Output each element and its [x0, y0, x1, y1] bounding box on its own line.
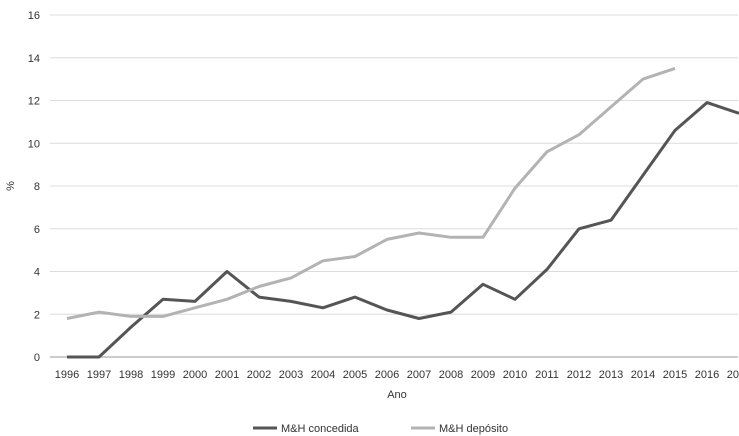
y-tick-label: 10	[28, 138, 40, 150]
x-tick-label: 1997	[87, 369, 111, 381]
x-tick-label: 2017	[727, 369, 739, 381]
y-tick-label: 0	[34, 352, 40, 364]
x-tick-label: 2013	[599, 369, 623, 381]
x-tick-label: 2014	[631, 369, 655, 381]
x-tick-label: 2005	[343, 369, 367, 381]
y-tick-label: 4	[34, 267, 40, 279]
y-axis: 0 2 4 6 8 10 12 14 16	[28, 10, 40, 364]
legend: M&H concedida M&H depósito	[253, 423, 508, 435]
x-tick-label: 2002	[247, 369, 271, 381]
legend-label: M&H depósito	[439, 423, 508, 435]
y-axis-label: %	[5, 181, 17, 191]
x-tick-label: 2003	[279, 369, 303, 381]
x-tick-label: 1999	[151, 369, 175, 381]
series-line-1	[66, 66, 676, 320]
x-tick-label: 2015	[663, 369, 687, 381]
x-tick-label: 2010	[503, 369, 527, 381]
x-tick-label: 2006	[375, 369, 399, 381]
y-tick-label: 2	[34, 309, 40, 321]
x-tick-label: 2016	[695, 369, 719, 381]
gridlines	[50, 14, 738, 358]
x-tick-label: 2009	[471, 369, 495, 381]
x-tick-label: 2008	[439, 369, 463, 381]
legend-item-1: M&H depósito	[411, 423, 508, 435]
x-tick-label: 1996	[55, 369, 79, 381]
legend-item-0: M&H concedida	[253, 423, 360, 435]
series-lines	[66, 66, 739, 359]
x-tick-label: 2007	[407, 369, 431, 381]
x-tick-label: 2000	[183, 369, 207, 381]
series-line-0	[67, 101, 739, 359]
x-tick-label: 2012	[567, 369, 591, 381]
y-tick-label: 12	[28, 96, 40, 108]
x-tick-label: 2011	[535, 369, 559, 381]
legend-label: M&H concedida	[281, 423, 360, 435]
y-tick-label: 14	[28, 53, 40, 65]
y-tick-label: 8	[34, 181, 40, 193]
y-tick-label: 6	[34, 224, 40, 236]
x-tick-label: 1998	[119, 369, 143, 381]
x-axis: 1996 1997 1998 1999 2000 2001 2002 2003 2004 2005…	[55, 369, 739, 381]
x-axis-label: Ano	[387, 389, 407, 401]
y-tick-label: 16	[28, 10, 40, 22]
x-tick-label: 2001	[215, 369, 239, 381]
x-tick-label: 2004	[311, 369, 335, 381]
